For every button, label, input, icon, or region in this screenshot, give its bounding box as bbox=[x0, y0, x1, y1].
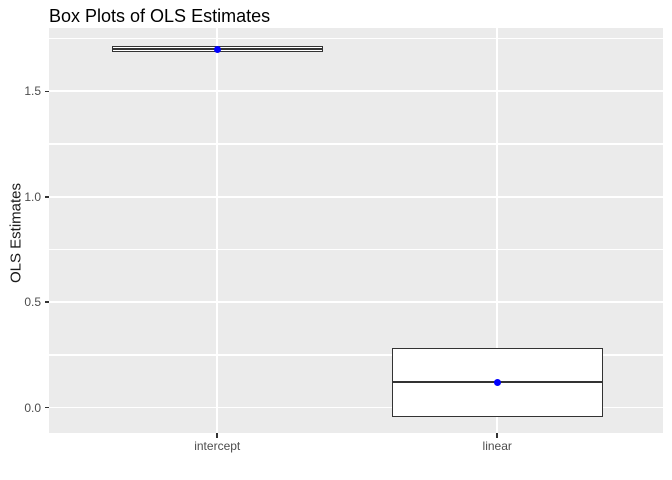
h-gridline-major bbox=[49, 195, 663, 198]
h-gridline-major bbox=[49, 406, 663, 409]
y-tick-mark bbox=[44, 90, 49, 93]
y-tick-label: 0.5 bbox=[24, 295, 41, 310]
h-gridline-major bbox=[49, 90, 663, 93]
h-gridline-minor bbox=[49, 354, 663, 356]
h-gridline-major bbox=[49, 301, 663, 303]
x-tick-mark bbox=[216, 433, 218, 438]
y-tick-label: 1.0 bbox=[24, 189, 41, 204]
v-gridline bbox=[216, 28, 219, 433]
h-gridline-minor bbox=[49, 143, 663, 145]
plot-panel bbox=[49, 28, 663, 433]
mean-point bbox=[493, 378, 501, 386]
h-gridline-minor bbox=[49, 37, 663, 40]
x-tick-label: intercept bbox=[194, 439, 241, 453]
y-tick-label: 1.5 bbox=[24, 84, 41, 99]
y-tick-mark bbox=[44, 196, 49, 198]
mean-point bbox=[213, 45, 221, 53]
y-tick-label: 0.0 bbox=[24, 400, 41, 415]
x-tick-mark bbox=[496, 433, 498, 438]
h-gridline-minor bbox=[49, 248, 663, 251]
y-tick-mark bbox=[44, 406, 49, 409]
chart-title: Box Plots of OLS Estimates bbox=[49, 6, 271, 26]
x-tick-label: linear bbox=[482, 439, 512, 453]
v-gridline bbox=[496, 28, 498, 433]
y-tick-mark bbox=[44, 301, 49, 303]
